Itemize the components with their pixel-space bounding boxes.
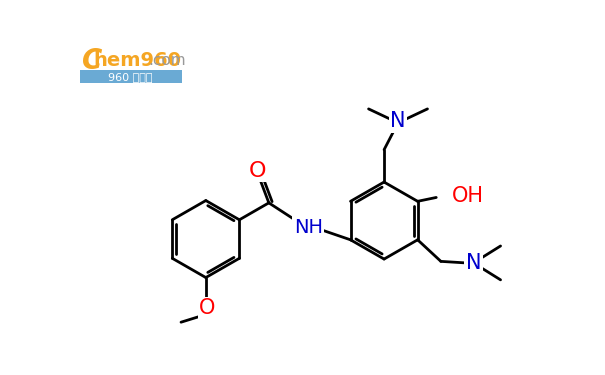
Text: NH: NH xyxy=(293,218,322,237)
Text: O: O xyxy=(249,160,266,180)
Bar xyxy=(79,70,182,84)
Text: .com: .com xyxy=(148,53,186,68)
Text: 960 化工网: 960 化工网 xyxy=(108,72,153,82)
Text: N: N xyxy=(466,253,481,273)
Text: OH: OH xyxy=(452,186,484,206)
Text: O: O xyxy=(199,298,215,318)
Text: N: N xyxy=(390,111,406,131)
Text: C: C xyxy=(82,47,102,75)
Bar xyxy=(79,49,182,81)
Text: hem960: hem960 xyxy=(93,51,182,70)
